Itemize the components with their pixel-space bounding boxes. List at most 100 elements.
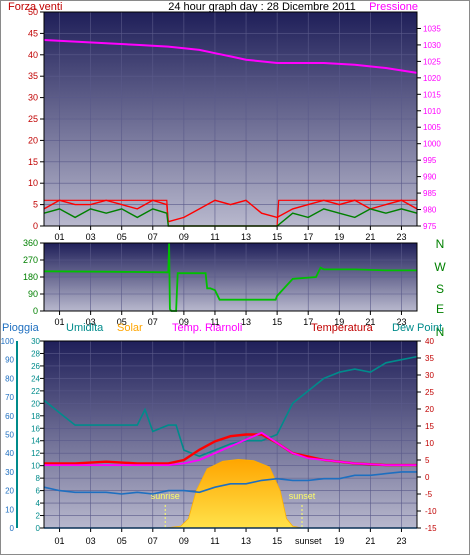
humidity-tick-label: 12: [31, 449, 40, 458]
humidity-tick-label: 22: [31, 387, 40, 396]
temp-tick-label: 15: [425, 422, 434, 431]
y2-tick-label: 1010: [423, 107, 441, 116]
x-tick-label: 19: [334, 232, 344, 242]
temp-tick-label: 40: [425, 337, 434, 346]
solar-area: [165, 458, 303, 529]
y-tick-label: 40: [28, 50, 38, 60]
humidity-tick-label: 2: [36, 512, 41, 521]
y2-tick-label: 975: [423, 222, 437, 231]
legend-temperature: Temperatura: [311, 322, 374, 334]
temp-tick-label: -5: [425, 490, 433, 499]
chart-title: 24 hour graph day : 28 Dicembre 2011: [168, 1, 356, 13]
x-tick-label: 03: [86, 317, 96, 327]
legend-dew-point: Dew Point: [392, 322, 442, 334]
compass-label: E: [436, 302, 444, 316]
y-tick-label: 0: [33, 221, 38, 231]
legend-indoor-temp: Temp. Riarnoli: [172, 322, 242, 334]
y-tick-label: 270: [23, 255, 38, 265]
legend-rain: Pioggia: [2, 322, 40, 334]
humidity-tick-label: 8: [36, 474, 41, 483]
rain-tick-label: 60: [5, 412, 14, 421]
humidity-tick-label: 4: [36, 499, 41, 508]
y-tick-label: 5: [33, 200, 38, 210]
humidity-tick-label: 20: [31, 399, 40, 408]
y2-tick-label: 995: [423, 156, 437, 165]
y2-tick-label: 990: [423, 173, 437, 182]
humidity-tick-label: 18: [31, 412, 40, 421]
x-tick-label: 21: [365, 317, 375, 327]
temp-tick-label: -10: [425, 507, 437, 516]
x-tick-label: 17: [303, 232, 313, 242]
x-tick-label: 09: [179, 536, 189, 546]
x-tick-label: 05: [117, 232, 127, 242]
indoor-temp-line: [44, 431, 417, 467]
temp-tick-label: -15: [425, 524, 437, 533]
temp-tick-label: 20: [425, 405, 434, 414]
wind-direction-line: [43, 242, 417, 312]
rain-tick-label: 50: [5, 431, 14, 440]
humidity-tick-label: 14: [31, 437, 40, 446]
temp-tick-label: 0: [425, 473, 430, 482]
rain-tick-label: 40: [5, 449, 14, 458]
compass-label: N: [436, 237, 445, 251]
x-tick-label: 15: [272, 536, 282, 546]
humidity-tick-label: 30: [31, 337, 40, 346]
temp-tick-label: 35: [425, 354, 434, 363]
y2-tick-label: 1030: [423, 41, 441, 50]
x-tick-label: 05: [117, 536, 127, 546]
x-tick-label: 23: [396, 536, 406, 546]
y-tick-label: 20: [28, 135, 38, 145]
chart-right-label: Pressione: [369, 1, 418, 13]
y-tick-label: 360: [23, 238, 38, 248]
rain-tick-label: 80: [5, 374, 14, 383]
x-tick-label: 01: [55, 536, 65, 546]
temp-tick-label: 10: [425, 439, 434, 448]
temp-tick-label: 5: [425, 456, 430, 465]
compass-label: N: [436, 325, 445, 339]
humidity-tick-label: 24: [31, 374, 40, 383]
humidity-tick-label: 26: [31, 362, 40, 371]
y-tick-label: 90: [28, 289, 38, 299]
y2-tick-label: 985: [423, 189, 437, 198]
x-tick-label: 01: [55, 232, 65, 242]
x-tick-label: 09: [179, 232, 189, 242]
x-tick-label: 21: [365, 536, 375, 546]
humidity-tick-label: 0: [36, 524, 41, 533]
y2-tick-label: 1020: [423, 74, 441, 83]
humidity-tick-label: 6: [36, 487, 41, 496]
y-tick-label: 15: [28, 157, 38, 167]
x-tick-label: 11: [210, 317, 219, 327]
temp-tick-label: 30: [425, 371, 434, 380]
legend-solar: Solar: [117, 322, 143, 334]
temp-tick-label: 25: [425, 388, 434, 397]
y2-tick-label: 1035: [423, 24, 441, 33]
rain-tick-label: 30: [5, 468, 14, 477]
x-tick-label: 13: [241, 317, 251, 327]
y-tick-label: 180: [23, 272, 38, 282]
y-tick-label: 30: [28, 93, 38, 103]
compass-label: W: [434, 260, 446, 274]
x-tick-label: 01: [55, 317, 65, 327]
x-tick-label: 07: [148, 536, 158, 546]
y2-tick-label: 1015: [423, 90, 441, 99]
legend-humidity: Umidita: [66, 322, 104, 334]
x-tick-label: 19: [334, 536, 344, 546]
sunrise-label: sunrise: [151, 491, 180, 501]
x-tick-label: 13: [241, 232, 251, 242]
x-tick-label: 15: [272, 232, 282, 242]
x-tick-label: 15: [272, 317, 282, 327]
wind-pressure-chart: 0510152025303540455097598098599099510001…: [28, 7, 441, 242]
humidity-tick-label: 10: [31, 462, 40, 471]
plot-border: [43, 340, 418, 529]
humidity-line: [43, 355, 418, 458]
rain-tick-label: 100: [1, 337, 15, 346]
sunset-label: sunset: [289, 491, 316, 501]
plot-border: [43, 242, 418, 312]
x-tick-label: 03: [86, 232, 96, 242]
y-tick-label: 50: [28, 7, 38, 17]
plot-border: [43, 11, 418, 227]
pressure-line: [43, 39, 418, 74]
rain-tick-label: 90: [5, 356, 14, 365]
y-tick-label: 10: [28, 178, 38, 188]
